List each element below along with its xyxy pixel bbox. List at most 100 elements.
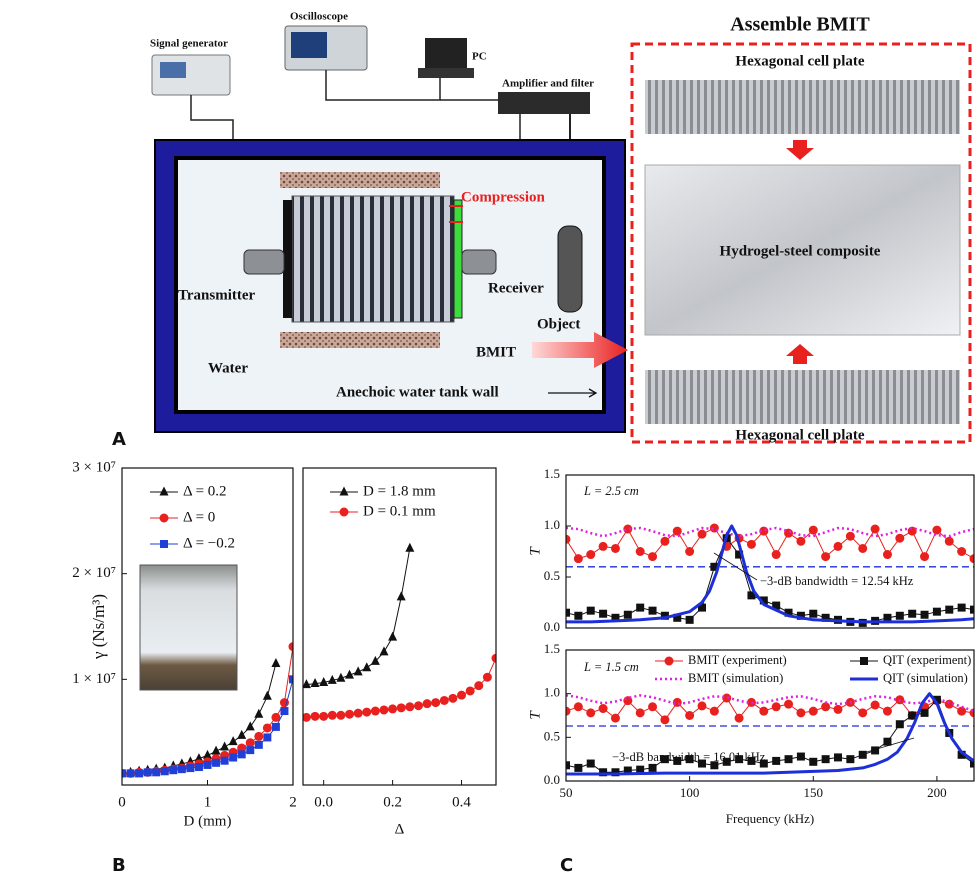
marker — [599, 768, 608, 777]
marker — [345, 709, 355, 719]
marker — [288, 642, 293, 652]
marker — [610, 713, 620, 723]
marker — [759, 706, 769, 716]
marker — [289, 675, 293, 684]
x-tick-label: 0 — [118, 794, 126, 810]
series-line — [566, 526, 974, 538]
assembly-box — [630, 42, 972, 444]
object — [557, 225, 583, 313]
marker — [685, 547, 695, 556]
series-line — [566, 692, 974, 776]
marker — [327, 674, 337, 684]
marker — [821, 755, 830, 764]
marker — [808, 706, 818, 716]
panel-label: C — [560, 855, 573, 876]
x-tick-label: 0.4 — [452, 794, 471, 810]
marker — [698, 603, 706, 612]
marker — [920, 610, 929, 619]
marker — [636, 765, 645, 774]
pc-screen — [425, 38, 467, 68]
marker — [784, 755, 793, 764]
annotation: −3-dB bandwidth = 12.54 kHz — [760, 574, 914, 588]
marker — [664, 656, 674, 666]
y-axis-label: T — [527, 546, 543, 556]
marker — [882, 550, 892, 560]
label: Object — [537, 316, 580, 332]
marker — [370, 706, 380, 716]
marker — [586, 759, 595, 768]
cell-plate — [645, 80, 960, 134]
marker — [353, 666, 363, 676]
marker — [833, 704, 843, 714]
marker — [685, 615, 694, 624]
marker — [957, 603, 966, 612]
marker — [271, 657, 281, 667]
label: Hexagonal cell plate — [735, 427, 864, 443]
marker — [759, 596, 768, 605]
marker — [339, 486, 349, 496]
marker — [566, 608, 570, 617]
marker — [784, 699, 794, 709]
tank: Compression Transmitter Receiver Object … — [154, 139, 628, 433]
marker — [271, 722, 280, 731]
legend-label: Δ = 0.2 — [183, 483, 227, 499]
marker — [944, 699, 954, 709]
plot: 0.0 0.5 1.0 1.5 50 100 150 200 Frequency (kHz) T B… — [527, 641, 975, 826]
marker — [310, 711, 320, 721]
x-tick-label: 200 — [927, 785, 947, 800]
marker — [566, 706, 571, 716]
compression-arrows — [449, 205, 463, 223]
marker — [194, 763, 203, 772]
marker — [262, 723, 272, 733]
leader-line — [859, 737, 915, 755]
arrow — [786, 344, 814, 364]
series-line — [306, 548, 411, 686]
wall-arrow — [548, 388, 598, 398]
marker — [566, 534, 571, 544]
marker — [882, 706, 892, 716]
marker — [280, 707, 289, 716]
leader-line — [713, 552, 758, 581]
marker — [211, 745, 221, 755]
marker — [858, 543, 868, 553]
y-tick-label: 0.0 — [544, 619, 560, 634]
marker — [586, 708, 596, 718]
clamp-plate — [280, 332, 440, 348]
marker — [957, 547, 967, 556]
marker — [834, 753, 842, 762]
arrow — [786, 140, 814, 160]
plot: 0.0 0.5 1.0 1.5 T L = 2.5 cm −3-dB bandwidth =… — [527, 466, 975, 634]
x-tick-label: 100 — [680, 785, 700, 800]
marker — [573, 554, 583, 564]
series-line — [566, 537, 974, 624]
marker — [635, 547, 645, 556]
label: Signal generator — [150, 38, 228, 50]
marker — [159, 513, 169, 523]
legend-label: QIT (simulation) — [883, 671, 968, 685]
x-tick-label: 2 — [289, 794, 297, 810]
marker — [379, 705, 389, 715]
transmitter — [243, 249, 285, 275]
marker — [759, 759, 768, 768]
x-axis-label: D (mm) — [184, 813, 232, 829]
x-tick-label: 0.2 — [383, 794, 402, 810]
marker — [254, 740, 263, 749]
marker — [339, 507, 349, 517]
marker — [177, 765, 186, 774]
y-tick-label: 0.5 — [544, 568, 560, 583]
marker — [573, 702, 583, 712]
annotation: L = 2.5 cm — [583, 484, 639, 498]
marker — [932, 695, 941, 704]
label: Hydrogel-steel composite — [720, 243, 881, 259]
marker — [957, 750, 966, 759]
marker — [908, 711, 917, 720]
series-line — [566, 697, 974, 721]
annotation: −3-dB bandwidth = 16.01 kHz — [612, 750, 766, 764]
marker — [574, 763, 583, 772]
marker — [660, 715, 670, 725]
marker — [635, 708, 645, 718]
marker — [220, 756, 229, 765]
assembly-title: Assemble BMIT — [730, 14, 870, 36]
marker — [685, 711, 695, 720]
marker — [345, 669, 355, 679]
